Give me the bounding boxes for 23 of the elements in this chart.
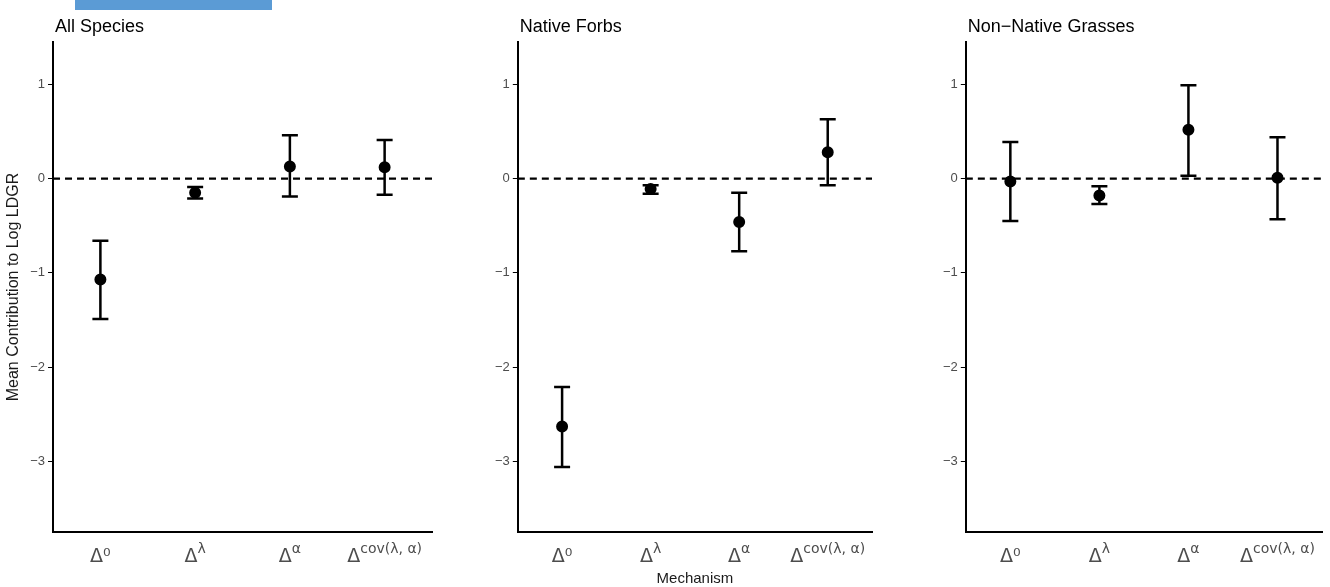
chart-title: All Species <box>55 16 145 36</box>
y-tick-label: 0 <box>37 170 46 186</box>
y-axis-title: Mean Contribution to Log LDGR <box>4 172 22 402</box>
y-tick-label: 0 <box>950 170 958 186</box>
y-tick-label: −3 <box>942 452 958 468</box>
y-tick-label: −1 <box>942 264 958 280</box>
y-tick-label: 1 <box>950 75 958 91</box>
chart-title: Native Forbs <box>519 16 622 36</box>
y-tick-label: 1 <box>37 75 46 91</box>
x-tick-label: Δ⁰ <box>1000 544 1021 566</box>
y-tick-label: −3 <box>494 452 510 468</box>
y-tick-label: −3 <box>30 452 46 468</box>
y-tick-label: 0 <box>502 170 510 186</box>
y-tick-label: −1 <box>494 264 510 280</box>
x-tick-label: Δ⁰ <box>551 544 573 566</box>
y-tick-label: 1 <box>502 75 510 91</box>
chart-title: Non−Native Grasses <box>967 16 1135 36</box>
y-tick-label: −1 <box>30 264 46 280</box>
y-tick-label: −2 <box>30 358 46 374</box>
y-tick-label: −2 <box>494 358 510 374</box>
y-tick-label: −2 <box>942 358 958 374</box>
x-axis-title: Mechanism <box>656 569 734 586</box>
x-tick-label: Δ⁰ <box>90 544 111 566</box>
